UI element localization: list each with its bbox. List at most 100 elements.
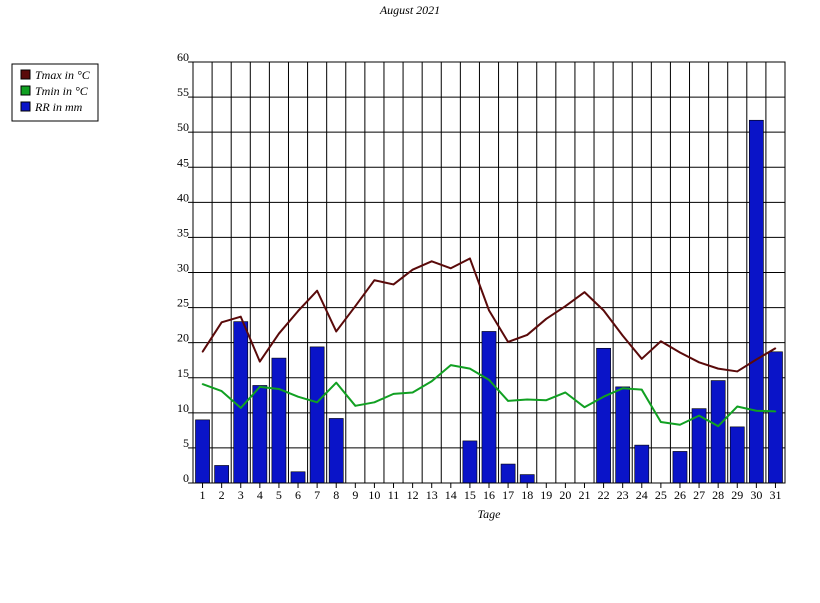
tmax-point xyxy=(201,350,204,353)
tmax-point xyxy=(373,279,376,282)
tmax-point xyxy=(411,268,414,271)
tmin-point xyxy=(640,388,643,391)
temperature-lines xyxy=(201,257,777,428)
tmin-point xyxy=(259,386,261,388)
tmin-point xyxy=(736,405,739,408)
y-tick-label: 35 xyxy=(177,225,189,239)
x-tick-label: 3 xyxy=(238,488,244,502)
tmin-point xyxy=(679,423,681,426)
rain-bar xyxy=(729,426,745,484)
legend-label: Tmax in °C xyxy=(35,68,91,82)
tmax-point xyxy=(392,283,395,286)
tmin-point xyxy=(698,414,700,417)
tmin-point xyxy=(488,379,490,381)
x-tick-label: 15 xyxy=(464,488,476,502)
rain-bar xyxy=(519,474,535,484)
tmax-point xyxy=(316,289,318,292)
plot-border xyxy=(192,61,786,484)
tmin-point xyxy=(373,401,376,404)
x-tick-label: 1 xyxy=(200,488,206,502)
rain-bar xyxy=(252,385,268,484)
rain-bars xyxy=(195,119,783,484)
y-tick-label: 20 xyxy=(177,331,189,345)
tmin-point xyxy=(392,393,395,395)
x-tick-label: 16 xyxy=(483,488,495,502)
x-tick-label: 14 xyxy=(445,488,457,502)
y-tick-label: 0 xyxy=(183,471,189,485)
rain-bar xyxy=(615,386,631,484)
x-tick-label: 18 xyxy=(521,488,533,502)
tmin-point xyxy=(621,387,624,390)
tmin-point xyxy=(469,367,471,370)
rain-bar xyxy=(214,465,230,484)
x-tick-label: 2 xyxy=(219,488,225,502)
tmin-point xyxy=(335,381,338,384)
tmax-point xyxy=(526,334,528,336)
tmin-point xyxy=(660,421,662,423)
rain-bar xyxy=(290,471,306,484)
grid xyxy=(192,61,786,484)
tmax-point xyxy=(660,340,662,343)
tmin-point xyxy=(316,401,318,404)
x-tick-label: 8 xyxy=(333,488,339,502)
tmin-point xyxy=(239,407,242,409)
x-tick-label: 26 xyxy=(674,488,686,502)
tmin-point xyxy=(297,395,299,398)
y-tick-label: 25 xyxy=(177,296,189,310)
x-tick-label: 17 xyxy=(502,488,514,502)
x-axis-label: Tage xyxy=(478,507,502,521)
tmax-point xyxy=(640,358,643,360)
tmax-point xyxy=(469,257,471,260)
tmax-point xyxy=(354,305,357,307)
y-tick-label: 30 xyxy=(177,261,189,275)
tmin-point xyxy=(774,410,777,413)
tmax-point xyxy=(430,260,433,263)
tmin-point xyxy=(354,405,357,407)
rain-bar xyxy=(691,408,707,484)
tmin-point xyxy=(450,364,452,366)
x-tick-label: 20 xyxy=(559,488,571,502)
y-tick-label: 15 xyxy=(177,366,189,380)
rain-bar xyxy=(710,380,726,484)
rain-bar xyxy=(462,440,478,484)
tmax-point xyxy=(259,360,261,363)
tmin-point xyxy=(507,400,509,402)
y-axis: 0 5 10 15 20 25 30 35 40 45 50 55 60 xyxy=(177,50,193,485)
x-tick-label: 11 xyxy=(388,488,400,502)
x-tick-label: 7 xyxy=(314,488,320,502)
x-tick-label: 10 xyxy=(368,488,380,502)
tmin-point xyxy=(411,391,414,394)
x-tick-label: 4 xyxy=(257,488,263,502)
tmin-point xyxy=(201,383,204,385)
rain-bar xyxy=(768,351,783,484)
tmax-point xyxy=(278,332,280,335)
x-tick-label: 27 xyxy=(693,488,705,502)
x-tick-label: 24 xyxy=(636,488,648,502)
tmax-point xyxy=(564,305,567,307)
tmin-point xyxy=(564,391,567,394)
x-tick-label: 30 xyxy=(750,488,762,502)
x-tick-label: 29 xyxy=(731,488,743,502)
legend-label: Tmin in °C xyxy=(35,84,89,98)
rain-bar xyxy=(309,346,325,484)
tmax-point xyxy=(545,318,548,320)
rain-bar xyxy=(672,451,688,484)
rain-bar xyxy=(748,119,764,484)
x-tick-label: 13 xyxy=(426,488,438,502)
y-tick-label: 40 xyxy=(177,190,189,204)
tmin-point xyxy=(602,395,605,398)
tmax-point xyxy=(774,347,777,350)
chart-title: August 2021 xyxy=(379,3,440,17)
tmin-point xyxy=(430,380,433,383)
legend-swatch xyxy=(20,69,31,80)
x-axis: 1 2 3 4 5 6 7 8 9 10 11 12 13 14 15 16 17 18 19 20 21 22 23 24 2… xyxy=(200,483,781,502)
tmax-point xyxy=(679,351,681,354)
tmax-point xyxy=(755,358,758,361)
tmax-point xyxy=(698,361,700,364)
rain-bar xyxy=(500,463,516,484)
rain-bar xyxy=(596,347,611,484)
y-tick-label: 10 xyxy=(177,401,189,415)
tmax-point xyxy=(297,310,299,312)
tmax-point xyxy=(450,267,452,270)
